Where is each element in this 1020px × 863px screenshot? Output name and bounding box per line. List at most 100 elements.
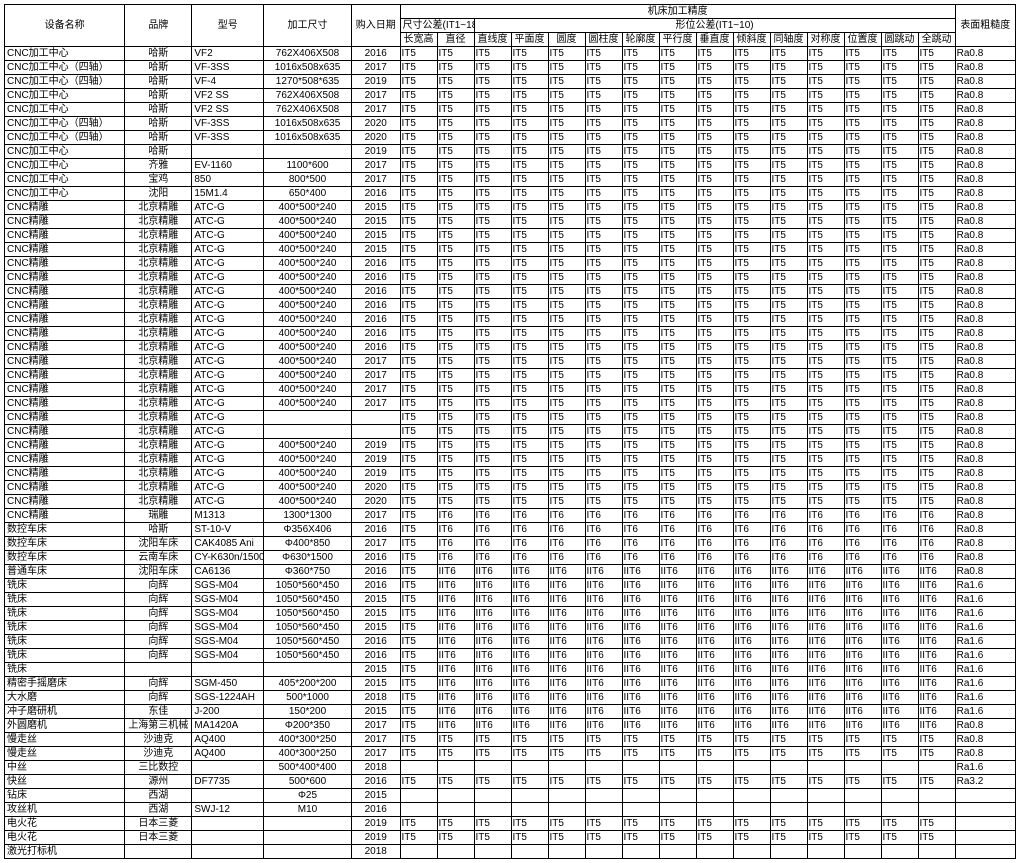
cell: IT5 xyxy=(548,145,585,159)
cell: IT5 xyxy=(437,397,474,411)
cell: ATC-G xyxy=(192,481,264,495)
cell: IT5 xyxy=(659,243,696,257)
cell xyxy=(437,789,474,803)
cell: IT5 xyxy=(437,285,474,299)
cell: IIT6 xyxy=(696,593,733,607)
cell: IT5 xyxy=(511,61,548,75)
cell: IT5 xyxy=(511,817,548,831)
cell: IIT6 xyxy=(918,635,955,649)
cell: IT5 xyxy=(474,201,511,215)
cell xyxy=(585,789,622,803)
cell: IIT6 xyxy=(696,635,733,649)
cell xyxy=(192,831,264,845)
cell: IIT6 xyxy=(733,691,770,705)
cell: IT5 xyxy=(474,355,511,369)
cell xyxy=(264,817,352,831)
cell: IT5 xyxy=(696,397,733,411)
cell: IIT6 xyxy=(881,677,918,691)
cell: IIT6 xyxy=(807,691,844,705)
cell: CNC精雕 xyxy=(5,481,125,495)
cell: IIT6 xyxy=(844,607,881,621)
cell: IT5 xyxy=(437,173,474,187)
cell: IT5 xyxy=(437,831,474,845)
cell: IT6 xyxy=(733,523,770,537)
cell: IT5 xyxy=(770,47,807,61)
cell: IIT6 xyxy=(659,607,696,621)
cell: IT5 xyxy=(881,117,918,131)
cell xyxy=(622,803,659,817)
cell: IT5 xyxy=(622,243,659,257)
cell: IT5 xyxy=(918,131,955,145)
cell: 400*500*240 xyxy=(264,215,352,229)
cell: IT5 xyxy=(511,439,548,453)
cell: IT5 xyxy=(918,89,955,103)
cell: ATC-G xyxy=(192,355,264,369)
cell: IT5 xyxy=(585,439,622,453)
cell: IT5 xyxy=(548,369,585,383)
cell: 2016 xyxy=(351,551,400,565)
cell: IT5 xyxy=(918,257,955,271)
cell: IT5 xyxy=(733,313,770,327)
cell: 150*200 xyxy=(264,705,352,719)
cell: 2019 xyxy=(351,453,400,467)
cell: IT5 xyxy=(400,565,437,579)
cell: IT5 xyxy=(696,61,733,75)
cell: IIT6 xyxy=(807,719,844,733)
cell: 北京精雕 xyxy=(125,243,192,257)
cell: Ra0.8 xyxy=(955,369,1015,383)
cell: IT5 xyxy=(844,229,881,243)
cell: IT5 xyxy=(696,831,733,845)
cell: Ra0.8 xyxy=(955,243,1015,257)
cell: 北京精雕 xyxy=(125,299,192,313)
cell: IT5 xyxy=(844,257,881,271)
cell: IT5 xyxy=(918,61,955,75)
cell: IT5 xyxy=(770,817,807,831)
equipment-table: 设备名称 品牌 型号 加工尺寸 购入日期 机床加工精度 表面粗糙度 尺寸公差(I… xyxy=(4,4,1016,859)
table-row: 冲子磨研机东佳J-200150*2002015IT5IIT6IIT6IIT6II… xyxy=(5,705,1016,719)
cell: IT5 xyxy=(400,61,437,75)
cell: IT5 xyxy=(844,173,881,187)
cell: IIT6 xyxy=(807,593,844,607)
cell: IT5 xyxy=(548,397,585,411)
cell: IT6 xyxy=(585,509,622,523)
cell xyxy=(918,789,955,803)
cell: 哈斯 xyxy=(125,89,192,103)
cell: IT5 xyxy=(696,341,733,355)
cell: AQ400 xyxy=(192,747,264,761)
cell: IIT6 xyxy=(659,663,696,677)
cell: IT5 xyxy=(918,47,955,61)
cell: IT5 xyxy=(622,355,659,369)
cell: Ra0.8 xyxy=(955,145,1015,159)
cell: Ra1.6 xyxy=(955,579,1015,593)
cell xyxy=(918,761,955,775)
cell: Ra3.2 xyxy=(955,775,1015,789)
cell: SGS-M04 xyxy=(192,607,264,621)
cell xyxy=(807,761,844,775)
cell: IT5 xyxy=(548,733,585,747)
cell: Ra1.6 xyxy=(955,593,1015,607)
cell: IT5 xyxy=(733,481,770,495)
cell: IT5 xyxy=(659,201,696,215)
cell: CNC精雕 xyxy=(5,509,125,523)
cell: IT5 xyxy=(807,775,844,789)
cell: IIT6 xyxy=(437,565,474,579)
cell: Ra0.8 xyxy=(955,467,1015,481)
cell: IT6 xyxy=(807,523,844,537)
cell: IT5 xyxy=(659,383,696,397)
cell: IIT6 xyxy=(548,705,585,719)
cell: IIT6 xyxy=(881,719,918,733)
cell xyxy=(659,789,696,803)
cell: IT5 xyxy=(918,159,955,173)
cell: IT5 xyxy=(733,383,770,397)
table-row: 外圆磨机上海第三机械MA1420AΦ200*3502017IT5IIT6IIT6… xyxy=(5,719,1016,733)
cell: IT5 xyxy=(400,579,437,593)
cell: 400*500*240 xyxy=(264,453,352,467)
th-name: 设备名称 xyxy=(5,5,125,47)
cell: 400*500*240 xyxy=(264,341,352,355)
table-row: CNC加工中心沈阳15M1.4650*4002016IT5IT5IT5IT5IT… xyxy=(5,187,1016,201)
cell: VF2 xyxy=(192,47,264,61)
cell: IT5 xyxy=(511,747,548,761)
cell: IT5 xyxy=(585,397,622,411)
cell: IT6 xyxy=(881,551,918,565)
table-row: CNC精雕北京精雕ATC-G400*500*2402017IT5IT5IT5IT… xyxy=(5,383,1016,397)
